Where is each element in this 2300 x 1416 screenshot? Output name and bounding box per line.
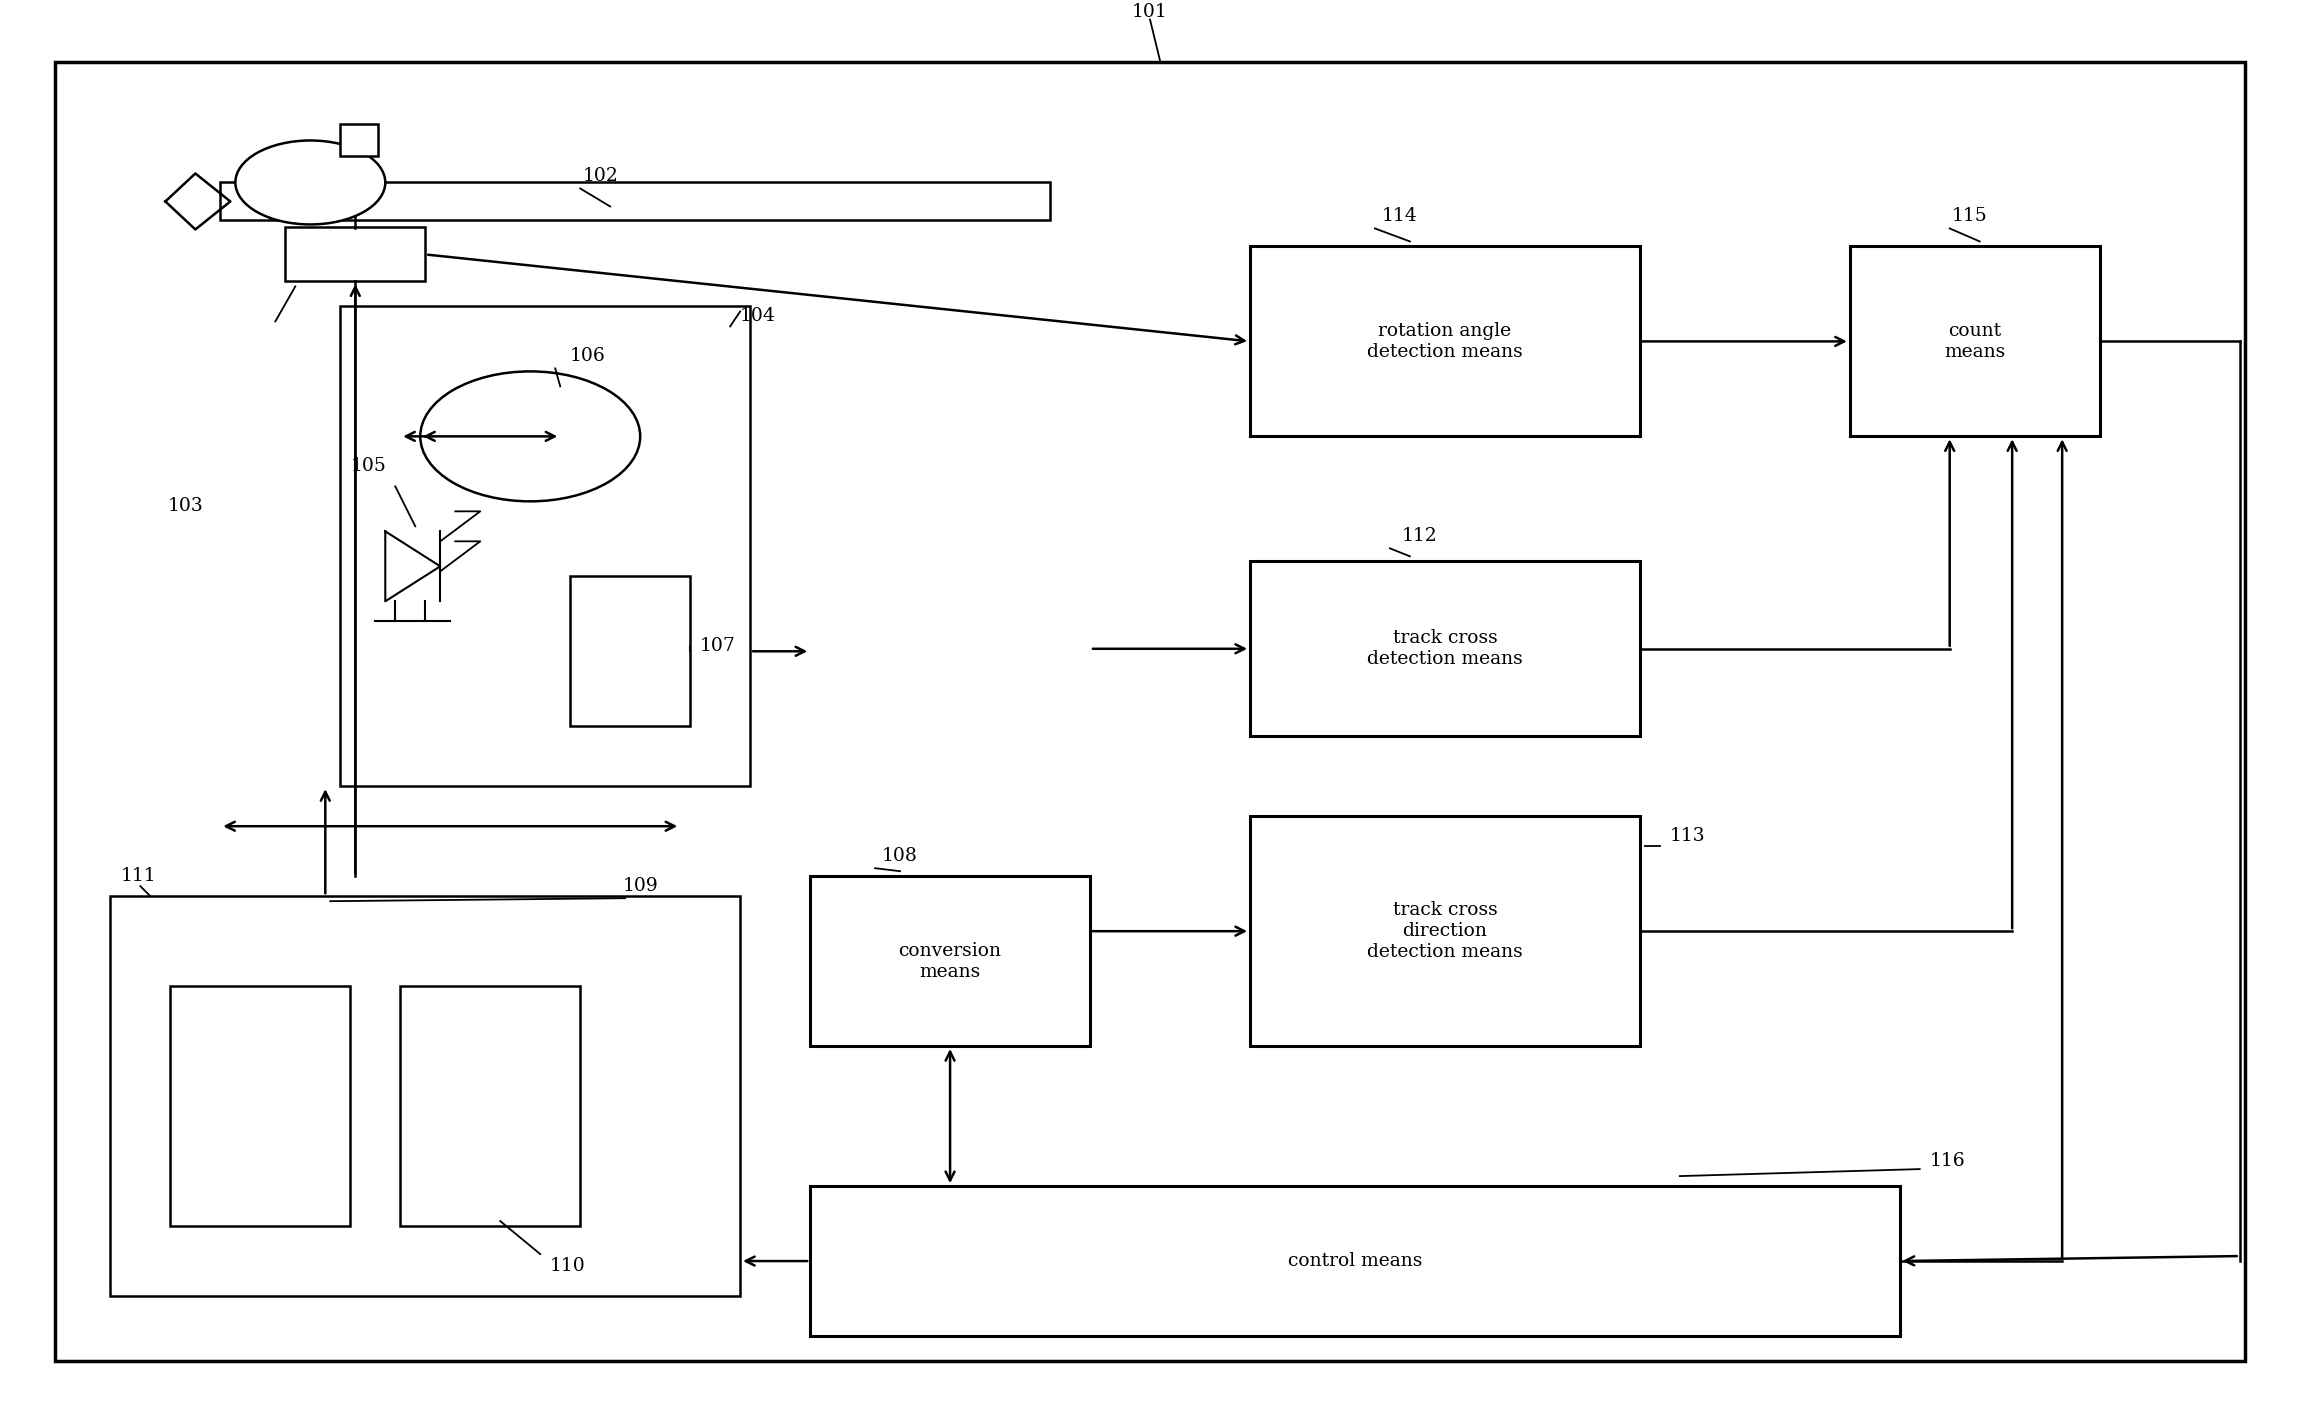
Text: 115: 115 — [1953, 208, 1987, 225]
Bar — [570, 576, 690, 726]
Text: 116: 116 — [1930, 1153, 1964, 1170]
Ellipse shape — [235, 140, 386, 225]
Bar — [1849, 246, 2100, 436]
Text: count
means: count means — [1944, 321, 2006, 361]
Text: conversion
means: conversion means — [899, 942, 1000, 980]
Text: 112: 112 — [1403, 527, 1438, 545]
Text: 111: 111 — [120, 867, 156, 885]
Text: 108: 108 — [883, 847, 918, 865]
Text: 114: 114 — [1382, 208, 1417, 225]
Bar — [1249, 246, 1640, 436]
Text: 109: 109 — [623, 877, 658, 895]
Bar — [340, 125, 377, 157]
Text: 113: 113 — [1670, 827, 1704, 845]
Bar — [285, 228, 426, 282]
Text: 105: 105 — [350, 457, 386, 476]
Bar — [340, 306, 750, 786]
Text: control means: control means — [1288, 1252, 1421, 1270]
Bar — [810, 1187, 1900, 1337]
Text: 110: 110 — [550, 1257, 586, 1274]
Text: track cross
direction
detection means: track cross direction detection means — [1366, 902, 1523, 961]
Bar — [170, 986, 350, 1226]
Text: 106: 106 — [570, 347, 605, 365]
Text: track cross
detection means: track cross detection means — [1366, 629, 1523, 668]
Ellipse shape — [421, 371, 639, 501]
Bar — [110, 896, 741, 1296]
Text: 102: 102 — [582, 167, 619, 185]
Text: 107: 107 — [699, 637, 736, 656]
Bar — [221, 183, 1051, 221]
Bar — [400, 986, 580, 1226]
Text: rotation angle
detection means: rotation angle detection means — [1366, 321, 1523, 361]
Text: 101: 101 — [1132, 3, 1168, 20]
Text: 103: 103 — [168, 497, 202, 515]
Bar — [810, 877, 1090, 1046]
Bar — [1249, 816, 1640, 1046]
Text: 104: 104 — [741, 307, 775, 326]
Bar — [1249, 561, 1640, 736]
